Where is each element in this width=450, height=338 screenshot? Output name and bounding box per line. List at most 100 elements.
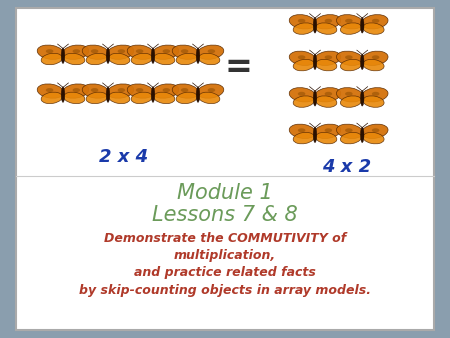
Ellipse shape xyxy=(198,53,220,65)
Ellipse shape xyxy=(372,128,379,132)
Ellipse shape xyxy=(360,18,364,33)
Ellipse shape xyxy=(136,88,144,92)
Ellipse shape xyxy=(153,92,175,104)
Ellipse shape xyxy=(196,48,200,64)
Ellipse shape xyxy=(293,132,315,144)
FancyBboxPatch shape xyxy=(16,8,434,330)
Ellipse shape xyxy=(337,51,363,66)
Ellipse shape xyxy=(324,55,332,59)
Ellipse shape xyxy=(314,51,341,66)
Ellipse shape xyxy=(72,49,80,53)
Ellipse shape xyxy=(46,88,54,92)
Text: Demonstrate the COMMUTIVITY of: Demonstrate the COMMUTIVITY of xyxy=(104,232,346,245)
Ellipse shape xyxy=(127,84,154,98)
Ellipse shape xyxy=(324,92,332,96)
Ellipse shape xyxy=(162,49,170,53)
Ellipse shape xyxy=(198,92,220,104)
Ellipse shape xyxy=(345,92,353,96)
Text: multiplication,: multiplication, xyxy=(174,249,276,262)
Ellipse shape xyxy=(361,51,388,66)
Ellipse shape xyxy=(337,124,363,139)
Ellipse shape xyxy=(372,55,379,59)
Ellipse shape xyxy=(298,128,306,132)
Ellipse shape xyxy=(82,45,109,59)
Ellipse shape xyxy=(207,88,215,92)
Ellipse shape xyxy=(176,92,198,104)
Ellipse shape xyxy=(181,88,189,92)
Ellipse shape xyxy=(46,49,54,53)
Ellipse shape xyxy=(63,92,85,104)
Ellipse shape xyxy=(360,127,364,143)
Ellipse shape xyxy=(207,49,215,53)
Ellipse shape xyxy=(315,132,337,144)
Ellipse shape xyxy=(313,127,317,143)
Ellipse shape xyxy=(152,45,179,59)
Ellipse shape xyxy=(152,84,179,98)
Ellipse shape xyxy=(363,23,384,34)
Ellipse shape xyxy=(313,18,317,33)
Ellipse shape xyxy=(72,88,80,92)
Ellipse shape xyxy=(37,84,64,98)
Ellipse shape xyxy=(340,96,362,107)
Ellipse shape xyxy=(372,92,379,96)
Ellipse shape xyxy=(172,45,199,59)
Ellipse shape xyxy=(41,92,63,104)
Text: 4 x 2: 4 x 2 xyxy=(322,158,371,176)
Text: 2 x 4: 2 x 4 xyxy=(99,148,148,166)
Ellipse shape xyxy=(340,23,362,34)
Ellipse shape xyxy=(340,59,362,71)
Ellipse shape xyxy=(86,92,108,104)
Ellipse shape xyxy=(315,23,337,34)
Ellipse shape xyxy=(181,49,189,53)
Ellipse shape xyxy=(372,19,379,23)
Ellipse shape xyxy=(63,53,85,65)
Ellipse shape xyxy=(337,15,363,29)
Ellipse shape xyxy=(314,124,341,139)
Ellipse shape xyxy=(360,91,364,106)
Ellipse shape xyxy=(131,53,153,65)
Text: Module 1: Module 1 xyxy=(177,183,273,203)
Ellipse shape xyxy=(37,45,64,59)
Ellipse shape xyxy=(108,53,130,65)
Ellipse shape xyxy=(196,87,200,102)
Ellipse shape xyxy=(289,15,316,29)
Ellipse shape xyxy=(293,59,315,71)
Ellipse shape xyxy=(131,92,153,104)
Ellipse shape xyxy=(106,87,110,102)
Ellipse shape xyxy=(162,88,170,92)
Ellipse shape xyxy=(117,88,125,92)
Ellipse shape xyxy=(363,132,384,144)
Ellipse shape xyxy=(108,92,130,104)
Ellipse shape xyxy=(62,45,89,59)
Ellipse shape xyxy=(86,53,108,65)
Ellipse shape xyxy=(151,48,155,64)
Ellipse shape xyxy=(337,88,363,102)
Ellipse shape xyxy=(41,53,63,65)
Ellipse shape xyxy=(107,84,134,98)
Ellipse shape xyxy=(62,84,89,98)
Text: =: = xyxy=(225,51,252,84)
Ellipse shape xyxy=(324,19,332,23)
Ellipse shape xyxy=(82,84,109,98)
Ellipse shape xyxy=(315,59,337,71)
Ellipse shape xyxy=(136,49,144,53)
Ellipse shape xyxy=(340,132,362,144)
Ellipse shape xyxy=(91,49,99,53)
Ellipse shape xyxy=(361,88,388,102)
Ellipse shape xyxy=(361,124,388,139)
Ellipse shape xyxy=(298,19,306,23)
Ellipse shape xyxy=(313,91,317,106)
Ellipse shape xyxy=(197,84,224,98)
Ellipse shape xyxy=(289,88,316,102)
Ellipse shape xyxy=(106,48,110,64)
Ellipse shape xyxy=(345,19,353,23)
Ellipse shape xyxy=(117,49,125,53)
Ellipse shape xyxy=(172,84,199,98)
Ellipse shape xyxy=(360,54,364,70)
Text: Lessons 7 & 8: Lessons 7 & 8 xyxy=(152,204,298,225)
Ellipse shape xyxy=(91,88,99,92)
Ellipse shape xyxy=(61,87,65,102)
Ellipse shape xyxy=(289,124,316,139)
Ellipse shape xyxy=(298,92,306,96)
Ellipse shape xyxy=(298,55,306,59)
